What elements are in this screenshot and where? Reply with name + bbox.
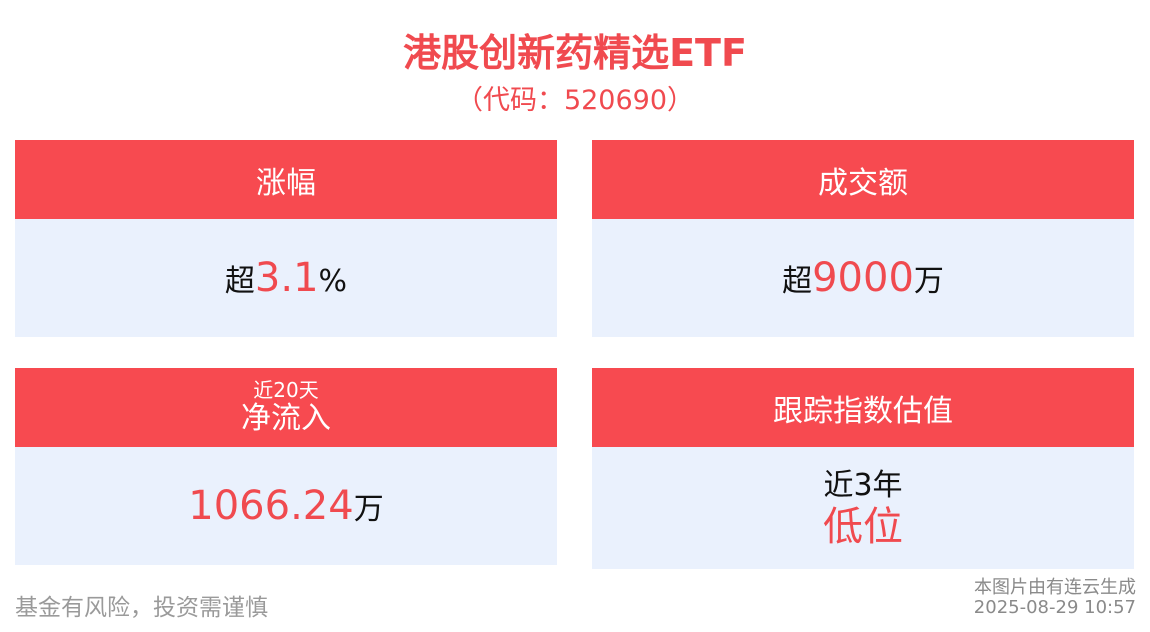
card-body: 近3年 低位 <box>592 447 1134 569</box>
card-sublabel: 近20天 <box>253 377 319 402</box>
suffix: 万 <box>353 492 384 527</box>
value: 1066.24 <box>188 483 354 529</box>
footer-info: 本图片由有连云生成 2025-08-29 10:57 <box>974 578 1136 618</box>
card-highlight: 低位 <box>823 504 903 550</box>
card-label: 涨幅 <box>256 165 316 201</box>
card: 成交额 超9000万 <box>592 140 1134 337</box>
card-label: 净流入 <box>241 400 331 436</box>
card: 跟踪指数估值 近3年 低位 <box>592 368 1134 569</box>
card-body: 超9000万 <box>592 219 1134 337</box>
timestamp: 2025-08-29 10:57 <box>973 597 1136 618</box>
disclaimer: 基金有风险，投资需谨慎 <box>15 595 268 621</box>
card-value-line: 超9000万 <box>782 255 944 301</box>
card-line: 近3年 <box>823 468 903 503</box>
card-body: 1066.24万 <box>15 447 557 565</box>
value: 9000 <box>812 255 914 301</box>
title: 港股创新药精选ETF <box>403 31 747 75</box>
card-label: 成交额 <box>818 165 908 201</box>
card: 近20天 净流入 1066.24万 <box>15 368 557 565</box>
suffix: 万 <box>913 264 944 299</box>
source: 本图片由有连云生成 <box>974 577 1136 598</box>
card-value-line: 超3.1% <box>225 255 347 301</box>
card-header: 近20天 净流入 <box>15 368 557 447</box>
value: 3.1 <box>254 255 319 301</box>
card-header: 跟踪指数估值 <box>592 368 1134 447</box>
subtitle: （代码：520690） <box>455 85 695 116</box>
card-value-line: 1066.24万 <box>188 483 383 529</box>
card-header: 涨幅 <box>15 140 557 219</box>
card-label: 跟踪指数估值 <box>773 393 953 429</box>
card-body: 超3.1% <box>15 219 557 337</box>
prefix: 超 <box>782 264 813 299</box>
card: 涨幅 超3.1% <box>15 140 557 337</box>
card-header: 成交额 <box>592 140 1134 219</box>
prefix: 超 <box>224 264 255 299</box>
suffix: % <box>318 264 348 299</box>
